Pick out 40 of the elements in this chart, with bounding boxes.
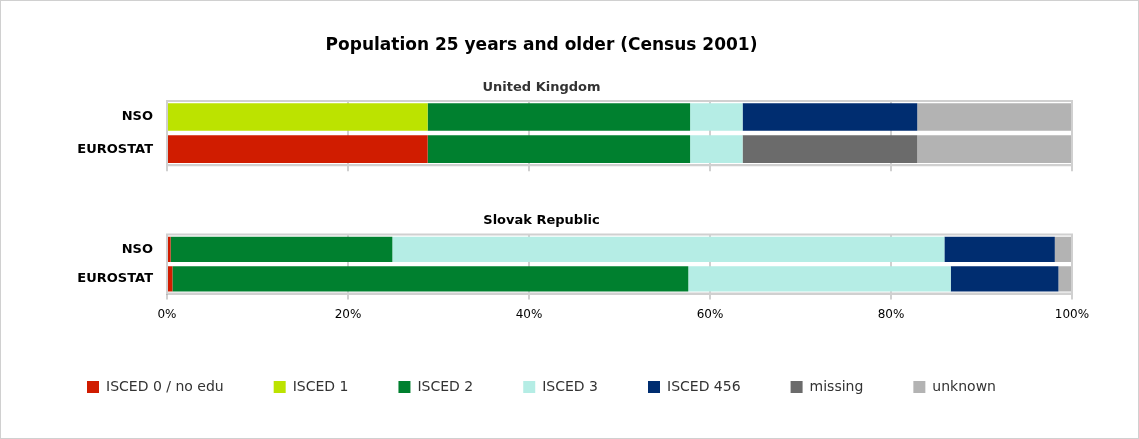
x-tick-label: 20% bbox=[334, 306, 362, 321]
y-tick-label: NSO bbox=[121, 108, 153, 124]
bar bbox=[688, 266, 951, 292]
x-tick-label: 0% bbox=[157, 306, 177, 321]
bar bbox=[917, 103, 1072, 131]
bar bbox=[690, 103, 743, 131]
legend-label: missing bbox=[809, 377, 864, 394]
bar bbox=[168, 236, 171, 263]
bar bbox=[690, 135, 743, 163]
legend-label: ISCED 3 bbox=[542, 377, 599, 394]
x-tick-label: 80% bbox=[877, 306, 905, 321]
bar bbox=[168, 103, 428, 131]
x-tick-label: 60% bbox=[696, 306, 724, 321]
legend-label: ISCED 2 bbox=[417, 377, 474, 394]
bar bbox=[427, 103, 691, 131]
legend-label: ISCED 456 bbox=[667, 377, 741, 394]
y-tick-label: EUROSTAT bbox=[77, 270, 154, 286]
bar bbox=[944, 236, 1055, 263]
chart-title: Population 25 years and older (Census 2001) bbox=[325, 33, 758, 54]
y-tick-label: EUROSTAT bbox=[77, 140, 154, 156]
chart-subtitle: United Kingdom bbox=[482, 78, 601, 94]
bar bbox=[917, 135, 1072, 163]
chart-title: Slovak Republic bbox=[483, 212, 600, 228]
bar bbox=[168, 135, 428, 163]
bar bbox=[950, 266, 1059, 292]
x-tick-label: 40% bbox=[515, 306, 543, 321]
bar bbox=[172, 266, 689, 292]
bar bbox=[170, 236, 393, 263]
legend-label: ISCED 1 bbox=[292, 377, 349, 394]
bar bbox=[742, 103, 918, 131]
y-tick-label: NSO bbox=[121, 240, 153, 256]
bar bbox=[427, 135, 691, 163]
bar bbox=[1058, 266, 1072, 292]
x-tick-label: 100% bbox=[1054, 306, 1090, 321]
bar bbox=[392, 236, 945, 263]
bar bbox=[742, 135, 918, 163]
bar bbox=[1054, 236, 1072, 263]
legend-label: ISCED 0 / no edu bbox=[106, 377, 224, 394]
bar bbox=[168, 266, 173, 292]
legend-label: unknown bbox=[932, 377, 996, 394]
